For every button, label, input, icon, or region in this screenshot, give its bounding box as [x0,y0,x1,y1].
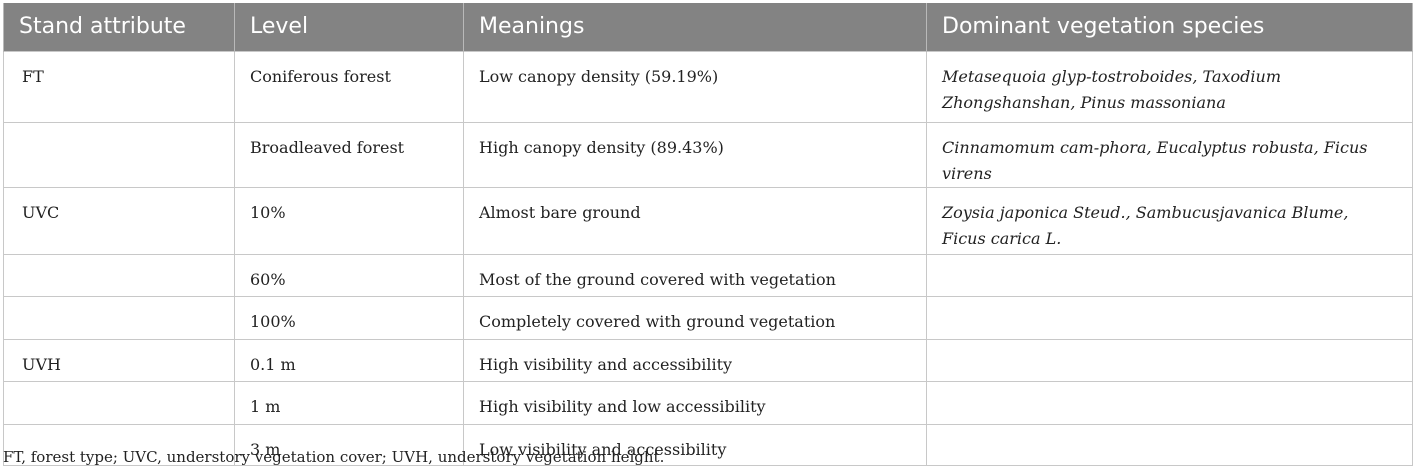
cell-attribute [3,254,235,297]
cell-level: 10% [234,186,464,255]
table-footnote: FT, forest type; UVC, understory vegetat… [3,448,665,466]
cell-attribute [3,424,235,466]
table-row: 3 m Low visibility and accessibility [3,423,1413,466]
cell-level: Broadleaved forest [234,121,464,188]
cell-attribute [3,296,235,340]
table-row: FT Coniferous forest Low canopy density … [3,50,1413,123]
table-row: 100% Completely covered with ground vege… [3,295,1413,340]
header-stand-attribute: Stand attribute [3,3,235,51]
cell-attribute: UVH [3,338,235,382]
cell-species [926,338,1413,382]
table-header-row: Stand attribute Level Meanings Dominant … [3,3,1413,51]
table-row: Broadleaved forest High canopy density (… [3,121,1413,188]
cell-attribute: FT [3,50,235,123]
cell-attribute [3,122,235,188]
header-meanings: Meanings [463,3,927,51]
cell-attribute [3,381,235,425]
cell-species [926,380,1413,425]
cell-level: 100% [234,295,464,340]
cell-meaning: Almost bare ground [463,186,927,255]
cell-meaning: Most of the ground covered with vegetati… [463,253,927,297]
cell-species [926,423,1413,466]
header-dominant-species: Dominant vegetation species [926,3,1413,51]
cell-meaning: Low canopy density (59.19%) [463,50,927,123]
cell-species: Zoysia japonica Steud., Sambucusjavanica… [926,186,1413,255]
cell-level: 1 m [234,380,464,425]
cell-species [926,295,1413,340]
cell-species: Cinnamomum cam-phora, Eucalyptus robusta… [926,121,1413,188]
cell-meaning: High canopy density (89.43%) [463,121,927,188]
cell-level: 0.1 m [234,338,464,382]
cell-level: 3 m [234,423,464,466]
cell-meaning: High visibility and low accessibility [463,380,927,425]
table-row: UVC 10% Almost bare ground Zoysia japoni… [3,186,1413,255]
header-level: Level [234,3,464,51]
cell-species: Metasequoia glyp-tostroboides, Taxodium … [926,50,1413,123]
cell-meaning: Completely covered with ground vegetatio… [463,295,927,340]
table-row: 60% Most of the ground covered with vege… [3,253,1413,297]
cell-attribute: UVC [3,186,235,255]
cell-species [926,253,1413,297]
stand-attributes-table: Stand attribute Level Meanings Dominant … [3,3,1413,466]
cell-meaning: High visibility and accessibility [463,338,927,382]
table-row: UVH 0.1 m High visibility and accessibil… [3,338,1413,382]
cell-level: Coniferous forest [234,50,464,123]
cell-level: 60% [234,253,464,297]
cell-meaning: Low visibility and accessibility [463,423,927,466]
table-row: 1 m High visibility and low accessibilit… [3,380,1413,425]
